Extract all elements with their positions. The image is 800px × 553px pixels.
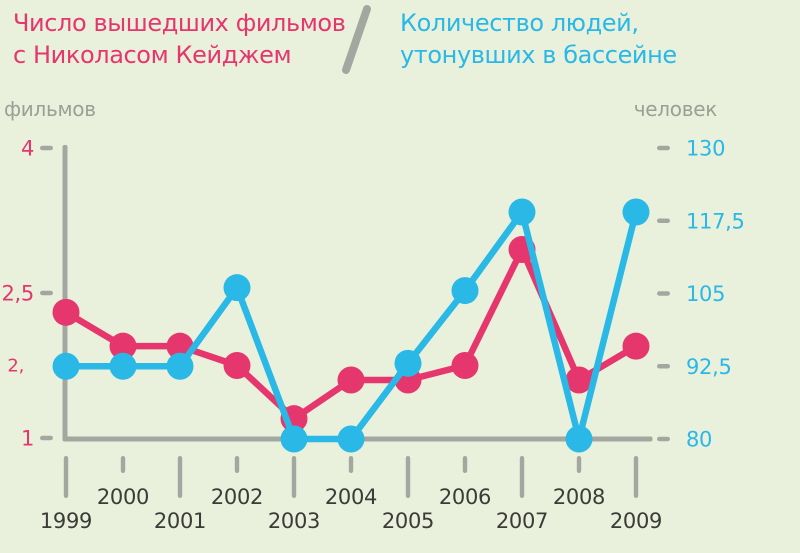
right-axis-unit-label: человек	[633, 97, 718, 121]
right-axis-dash-92-5	[657, 364, 670, 369]
right-axis-tick-label-105: 105	[686, 282, 725, 306]
pool-drownings-point-2009	[622, 198, 650, 226]
right-axis-tick-label-117-5: 117,5	[686, 209, 745, 233]
year-label-2002: 2002	[211, 485, 263, 509]
year-label-2007: 2007	[496, 509, 548, 533]
pool-drownings-point-2008	[565, 425, 593, 453]
cage-films-point-2000	[109, 332, 137, 360]
left-axis-dash-4	[40, 145, 53, 151]
cage-films-point-2002	[223, 351, 251, 379]
title-divider-slash-icon	[342, 5, 371, 74]
year-label-2008: 2008	[553, 485, 605, 509]
y-axis-line	[62, 145, 68, 441]
left-axis-tick-label-1: 1	[21, 427, 34, 451]
pool-drownings-point-2004	[337, 425, 365, 453]
left-axis-unit-label: фильмов	[4, 97, 96, 121]
year-label-2003: 2003	[268, 509, 320, 533]
cage-films-point-1999	[52, 298, 80, 326]
x-tick-2000	[120, 456, 126, 473]
pool-drownings-point-2007	[508, 198, 536, 226]
right-axis-dash-80	[657, 436, 670, 442]
x-tick-2007	[519, 456, 525, 498]
pool-drownings-point-2005	[394, 349, 422, 377]
cage-films-point-2008	[565, 366, 593, 394]
left-axis-dash-1	[40, 435, 53, 441]
left-axis-tick-label-2-5: 2,5	[2, 281, 35, 305]
year-label-2005: 2005	[382, 509, 434, 533]
year-label-2004: 2004	[325, 485, 377, 509]
year-label-2000: 2000	[97, 485, 149, 509]
cage-films-point-2006	[451, 351, 479, 379]
x-tick-2004	[348, 456, 354, 473]
right-axis-dash-117-5	[657, 218, 670, 223]
pool-drownings-line	[62, 208, 640, 443]
pool-drownings-point-1999	[52, 352, 80, 380]
x-tick-2003	[291, 456, 297, 498]
year-label-2001: 2001	[154, 509, 206, 533]
x-tick-2005	[405, 456, 411, 498]
x-tick-2001	[177, 456, 183, 498]
x-tick-2006	[462, 456, 468, 473]
cage-films-point-2004	[337, 366, 365, 394]
left-axis-tick-label-2: 2,	[7, 355, 24, 376]
right-axis-tick-label-80: 80	[686, 428, 712, 452]
year-label-2006: 2006	[439, 485, 491, 509]
x-tick-2002	[234, 456, 240, 473]
right-axis-tick-label-130: 130	[686, 137, 725, 161]
right-axis-dash-105	[657, 291, 670, 296]
year-label-1999: 1999	[40, 509, 92, 533]
year-label-2009: 2009	[610, 509, 662, 533]
x-tick-1999	[63, 456, 69, 498]
pool-drownings-point-2000	[109, 352, 137, 380]
pool-drownings-point-2003	[280, 425, 308, 453]
left-axis-dash-2-5	[40, 290, 53, 296]
right-axis-dash-130	[657, 145, 670, 151]
pool-drownings-point-2006	[451, 277, 479, 305]
right-axis-tick-label-92-5: 92,5	[686, 355, 732, 379]
pool-drownings-point-2002	[223, 274, 251, 302]
x-tick-2008	[576, 456, 582, 473]
right-series-title: Количество людей, утонувших в бассейне	[400, 9, 677, 69]
pool-drownings-point-2001	[166, 352, 194, 380]
cage-films-point-2009	[622, 332, 650, 360]
left-axis-tick-label-4: 4	[21, 136, 34, 160]
x-tick-2009	[633, 456, 639, 498]
left-series-title: Число вышедших фильмов с Николасом Кейдж…	[13, 9, 346, 69]
